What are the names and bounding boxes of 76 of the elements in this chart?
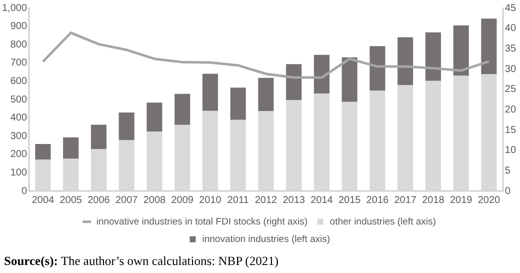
- y-tick-label: 200: [10, 149, 28, 160]
- bar: [230, 120, 246, 191]
- x-tick-label: 2015: [338, 194, 362, 206]
- bar: [314, 54, 330, 94]
- bar: [342, 102, 358, 191]
- bar: [90, 149, 106, 191]
- y2-tick-label: 15: [504, 124, 516, 136]
- x-tick-label: 2005: [60, 194, 82, 206]
- x-tick-label: 2016: [366, 194, 390, 206]
- source-note: Source(s): The author’s own calculations: NBP (2021): [4, 254, 279, 269]
- x-tick-label: 2004: [32, 194, 55, 206]
- bar: [481, 18, 497, 74]
- x-tick-label: 2019: [450, 194, 473, 206]
- y2-tick-label: 5: [504, 165, 511, 176]
- bar: [370, 90, 386, 191]
- y2-tick-label: 20: [504, 104, 516, 116]
- bar: [118, 112, 134, 140]
- y-tick-label: 500: [10, 94, 28, 106]
- bar: [35, 160, 51, 191]
- y-tick-label: 300: [10, 130, 28, 142]
- bar: [258, 78, 274, 112]
- bar: [314, 94, 330, 191]
- bar: [258, 111, 274, 191]
- y-tick-label: 1,000: [2, 2, 28, 14]
- x-tick-label: 2014: [310, 194, 334, 206]
- bar: [286, 64, 302, 100]
- y2-tick-label: 10: [504, 145, 516, 156]
- bar: [118, 140, 134, 191]
- bar: [398, 37, 414, 86]
- y-tick-label: 0: [21, 186, 28, 197]
- y-tick-label: 700: [10, 58, 28, 69]
- x-tick-label: 2010: [199, 194, 222, 206]
- x-tick-label: 2007: [115, 194, 138, 206]
- bar: [453, 76, 469, 191]
- bar: [398, 85, 414, 191]
- bar: [425, 80, 441, 191]
- bar: [146, 132, 162, 191]
- y-tick-label: 900: [10, 21, 28, 32]
- x-tick-label: 2011: [227, 194, 250, 206]
- y2-tick-label: 0: [504, 186, 511, 197]
- x-tick-label: 2013: [282, 194, 306, 206]
- bar: [481, 74, 497, 191]
- x-tick-label: 2009: [171, 194, 194, 206]
- legend-label: innovative industries in total FDI stocks (right axis): [96, 216, 308, 228]
- bar: [63, 137, 79, 159]
- bar: [202, 74, 218, 111]
- x-tick-label: 2020: [478, 194, 500, 206]
- legend-label: innovation industries (left axis): [202, 234, 330, 245]
- bar: [63, 158, 79, 191]
- bar: [425, 32, 441, 81]
- x-tick-label: 2006: [88, 194, 110, 206]
- bar: [202, 110, 218, 191]
- y-tick-label: 100: [10, 167, 28, 178]
- y2-tick-label: 40: [504, 23, 516, 34]
- y-tick-label: 400: [10, 112, 28, 124]
- bar: [174, 124, 190, 191]
- x-tick-label: 2012: [254, 194, 278, 206]
- y2-tick-label: 25: [504, 84, 516, 96]
- bar: [370, 46, 386, 91]
- bar: [230, 88, 246, 120]
- y2-tick-label: 35: [504, 43, 516, 54]
- legend-label: other industries (left axis): [330, 216, 436, 228]
- bar: [286, 100, 302, 191]
- bar: [342, 57, 358, 102]
- bar: [174, 94, 190, 125]
- bar: [453, 25, 469, 76]
- y2-tick-label: 30: [504, 64, 516, 75]
- bar: [146, 102, 162, 132]
- y-tick-label: 800: [10, 39, 28, 50]
- bar: [35, 144, 51, 160]
- bar: [90, 124, 106, 150]
- y2-tick-label: 45: [504, 2, 516, 14]
- x-tick-label: 2017: [394, 194, 417, 206]
- y-tick-label: 600: [10, 76, 28, 87]
- x-tick-label: 2008: [143, 194, 166, 206]
- x-tick-label: 2018: [422, 194, 445, 206]
